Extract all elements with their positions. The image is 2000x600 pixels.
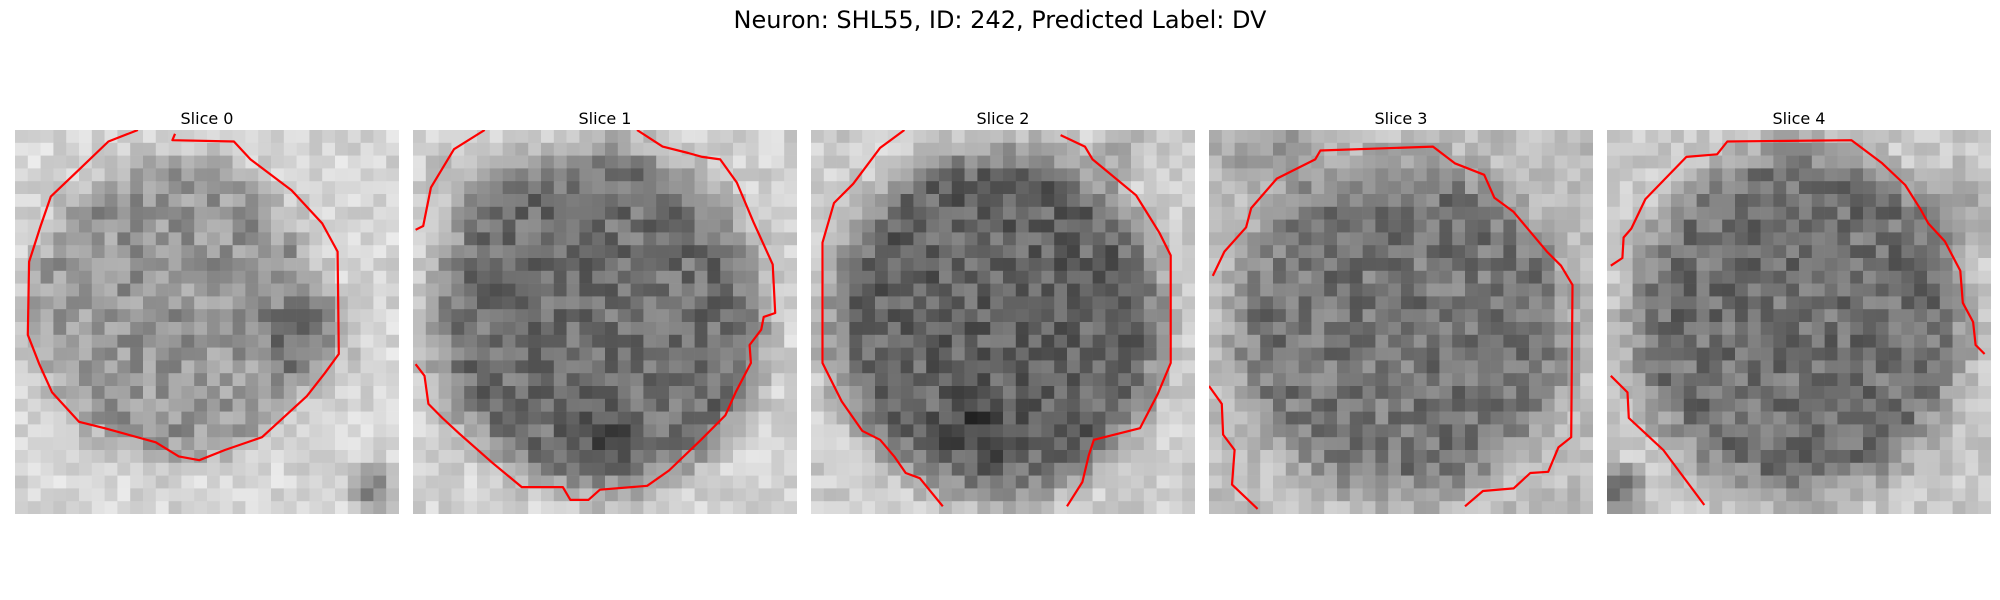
slice-image bbox=[1607, 130, 1991, 514]
slice-panel-1: Slice 1 bbox=[413, 108, 797, 514]
grayscale-pixels bbox=[811, 130, 1195, 514]
figure-title: Neuron: SHL55, ID: 242, Predicted Label:… bbox=[733, 6, 1267, 34]
grayscale-pixels bbox=[1607, 130, 1991, 514]
slice-image bbox=[1209, 130, 1593, 514]
slice-image bbox=[413, 130, 797, 514]
segmentation-contour bbox=[1060, 134, 1172, 507]
slice-image bbox=[15, 130, 399, 514]
slice-title: Slice 2 bbox=[976, 109, 1030, 128]
slice-panel-3: Slice 3 bbox=[1209, 108, 1593, 514]
slice-image bbox=[811, 130, 1195, 514]
segmentation-contour bbox=[1211, 145, 1574, 508]
segmentation-contour bbox=[26, 130, 340, 462]
segmentation-contour bbox=[1610, 375, 1706, 506]
grayscale-pixels bbox=[15, 130, 399, 514]
slice-title: Slice 3 bbox=[1374, 109, 1428, 128]
grayscale-pixels bbox=[413, 130, 797, 514]
slice-title: Slice 1 bbox=[578, 109, 632, 128]
segmentation-contour bbox=[415, 130, 486, 231]
slice-panel-4: Slice 4 bbox=[1607, 108, 1991, 514]
slice-panel-0: Slice 0 bbox=[15, 108, 399, 514]
slice-title: Slice 0 bbox=[180, 109, 234, 128]
segmentation-contour bbox=[1209, 385, 1259, 510]
slice-title: Slice 4 bbox=[1772, 109, 1826, 128]
segmentation-contour bbox=[414, 130, 777, 501]
slice-panel-2: Slice 2 bbox=[811, 108, 1195, 514]
segmentation-contour bbox=[1610, 139, 1986, 355]
grayscale-pixels bbox=[1209, 130, 1593, 514]
segmentation-contour bbox=[821, 130, 944, 507]
